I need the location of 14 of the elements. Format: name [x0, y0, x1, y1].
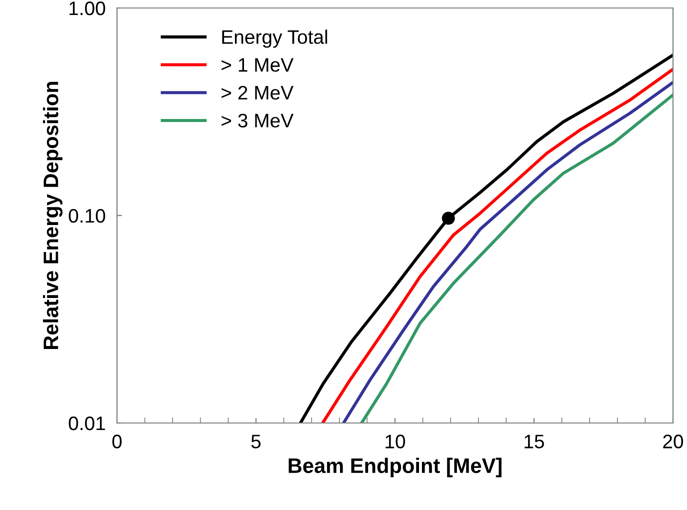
x-tick-label: 20 — [663, 434, 684, 448]
x-tick-label: 10 — [386, 434, 406, 448]
legend-label: Energy Total — [222, 30, 328, 48]
y-axis-title: Relative Energy Deposition — [42, 82, 62, 349]
x-axis-title: Beam Endpoint [MeV] — [288, 458, 502, 478]
x-tick-label: 0 — [112, 434, 122, 448]
x-tick-label: 5 — [251, 434, 261, 448]
legend-label: > 3 MeV — [222, 114, 294, 128]
x-tick-label: 15 — [524, 434, 544, 448]
y-tick-label: 1.00 — [70, 1, 106, 16]
legend-label: > 2 MeV — [222, 86, 294, 100]
y-tick-label: 0.01 — [68, 416, 105, 430]
legend-label: > 1 MeV — [222, 58, 294, 72]
y-tick-label: 0.10 — [68, 208, 106, 223]
